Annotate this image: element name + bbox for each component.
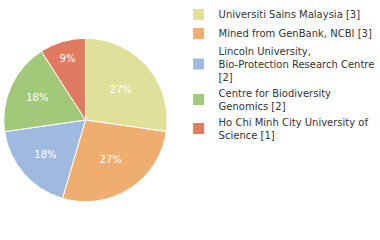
svg-text:Ho Chi Minh City University of: Ho Chi Minh City University ofScience [1… [219,117,369,141]
svg-text:Lincoln University,Bio-Protect: Lincoln University,Bio-Protection Resear… [219,46,375,83]
svg-text:18%: 18% [26,92,48,103]
svg-text:Centre for BiodiversityGenomic: Centre for BiodiversityGenomics [2] [219,88,332,112]
svg-text:9%: 9% [60,53,76,64]
svg-text:Mined from GenBank, NCBI [3]: Mined from GenBank, NCBI [3] [219,28,372,39]
svg-text:18%: 18% [34,149,56,160]
svg-text:27%: 27% [100,154,122,165]
svg-text:Universiti Sains Malaysia [3]: Universiti Sains Malaysia [3] [219,9,361,20]
svg-text:27%: 27% [110,84,132,95]
